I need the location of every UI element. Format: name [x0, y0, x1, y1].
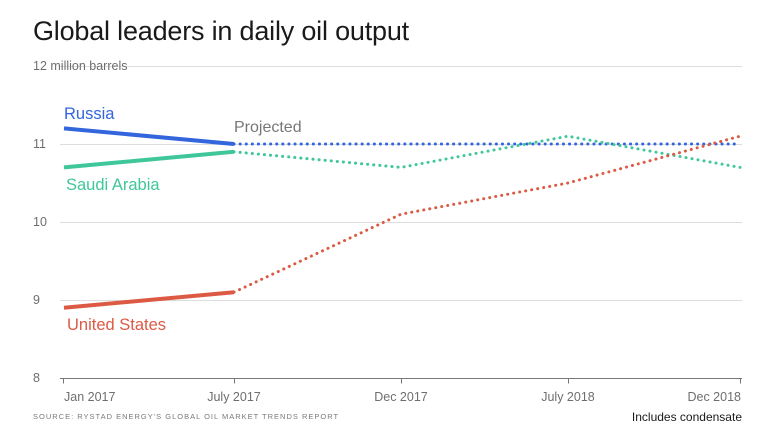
series-label-saudi_arabia: Saudi Arabia	[66, 176, 160, 194]
series-lines	[63, 126, 742, 310]
series-actual-united_states	[63, 290, 235, 310]
x-axis-ticks: Jan 2017 July 2017 Dec 2017 July 2018 Dec 20…	[63, 378, 741, 404]
condensate-note: Includes condensate	[631, 410, 742, 424]
x-tick-label: Dec 2017	[374, 390, 428, 404]
x-tick-label: July 2017	[207, 390, 261, 404]
y-tick-label: 10	[33, 215, 47, 229]
projected-annotation: Projected	[234, 119, 302, 136]
series-projected-saudi_arabia	[232, 134, 742, 169]
y-tick-label: 8	[33, 371, 40, 385]
x-tick-label: Jan 2017	[64, 390, 115, 404]
series-projected-united_states	[232, 134, 742, 294]
series-actual-saudi_arabia	[63, 149, 235, 170]
y-unit-label: 12 million barrels	[33, 59, 127, 73]
y-axis-ticks: 8 9 10 11 12 million barrels	[33, 59, 127, 385]
gridlines	[60, 66, 742, 301]
y-tick-label: 11	[33, 137, 46, 151]
series-label-united_states: United States	[67, 316, 166, 334]
x-tick-label: Dec 2018	[687, 390, 741, 404]
series-labels: Russia Saudi Arabia United States Projected	[64, 105, 302, 334]
y-tick-label: 9	[33, 293, 40, 307]
source-note: SOURCE: RYSTAD ENERGY'S GLOBAL OIL MARKE…	[33, 412, 340, 421]
chart-title: Global leaders in daily oil output	[33, 16, 409, 46]
x-tick-label: July 2018	[541, 390, 595, 404]
series-label-russia: Russia	[64, 105, 115, 123]
series-actual-russia	[63, 126, 235, 146]
